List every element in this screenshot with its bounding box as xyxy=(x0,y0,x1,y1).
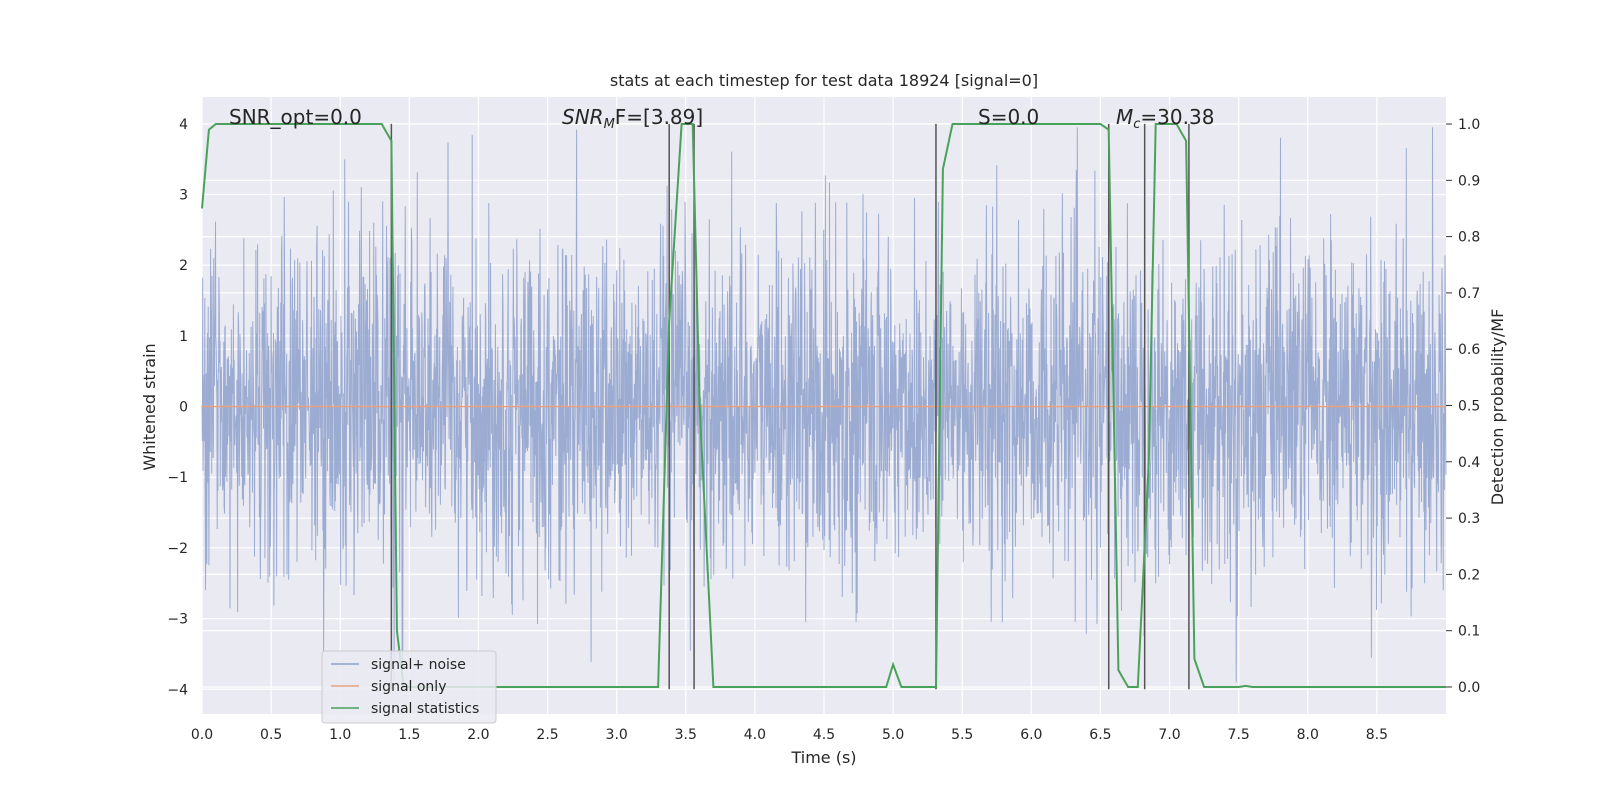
x-tick-label: 2.0 xyxy=(467,727,489,743)
x-tick-label: 0.0 xyxy=(191,727,213,743)
x-tick-label: 7.0 xyxy=(1158,727,1180,743)
y-left-tick-label: 3 xyxy=(179,188,188,204)
x-tick-label: 1.0 xyxy=(329,727,351,743)
y-right-tick-label: 0.5 xyxy=(1458,399,1480,415)
chart-title: stats at each timestep for test data 189… xyxy=(610,71,1038,90)
x-tick-label: 6.5 xyxy=(1089,727,1111,743)
x-tick-label: 0.5 xyxy=(260,727,282,743)
y-right-tick-label: 0.6 xyxy=(1458,342,1480,358)
y-left-axis-label: Whitened strain xyxy=(140,343,159,470)
x-tick-label: 5.5 xyxy=(951,727,973,743)
x-tick-label: 6.0 xyxy=(1020,727,1042,743)
snr-opt-annotation: SNR_opt=0.0 xyxy=(229,105,362,129)
x-tick-label: 3.0 xyxy=(606,727,628,743)
legend-label-signal-noise: signal+ noise xyxy=(371,657,466,673)
snr-mf-annotation: SNRMF=[3.89] xyxy=(562,105,703,132)
chirp-mass-subscript: c xyxy=(1133,117,1140,132)
y-right-tick-label: 0.2 xyxy=(1458,567,1480,583)
x-tick-label: 8.0 xyxy=(1297,727,1319,743)
y-left-tick-label: 2 xyxy=(179,258,188,274)
chirp-mass-annotation: Mc=30.38 xyxy=(1116,105,1214,132)
y-right-tick-label: 0.0 xyxy=(1458,680,1480,696)
y-right-tick-label: 0.4 xyxy=(1458,455,1480,471)
chirp-mass-symbol: M xyxy=(1116,105,1133,129)
x-tick-label: 3.5 xyxy=(675,727,697,743)
y-left-tick-label: 1 xyxy=(179,329,188,345)
y-right-tick-label: 0.1 xyxy=(1458,624,1480,640)
signal-noise-series xyxy=(201,127,1447,683)
y-left-tick-label: −3 xyxy=(167,612,188,628)
y-left-tick-label: −2 xyxy=(167,541,188,557)
x-tick-label: 2.5 xyxy=(536,727,558,743)
snr-mf-subscript: M xyxy=(604,117,615,132)
x-tick-label: 5.0 xyxy=(882,727,904,743)
s-annotation: S=0.0 xyxy=(978,105,1039,129)
x-tick-label: 4.5 xyxy=(813,727,835,743)
x-tick-label: 1.5 xyxy=(398,727,420,743)
tick-labels: 0.0 0.5 1.0 1.5 2.0 2.5 3.0 3.5 4.0 4.5 5.0 5.5 6.0 6… xyxy=(167,117,1480,743)
y-right-tick-label: 0.9 xyxy=(1458,173,1480,189)
legend: signal+ noise signal only signal statist… xyxy=(321,650,497,724)
x-tick-label: 8.5 xyxy=(1366,727,1388,743)
x-axis-label: Time (s) xyxy=(790,748,856,767)
y-left-tick-label: −1 xyxy=(167,470,188,486)
signal-noise-line xyxy=(201,127,1447,683)
snr-mf-symbol: SNR xyxy=(562,105,604,129)
x-tick-label: 4.0 xyxy=(744,727,766,743)
y-right-tick-label: 0.8 xyxy=(1458,230,1480,246)
y-right-tick-label: 1.0 xyxy=(1458,117,1480,133)
legend-label-signal-statistics: signal statistics xyxy=(371,701,479,717)
y-left-tick-label: 4 xyxy=(179,117,188,133)
y-right-tick-label: 0.3 xyxy=(1458,511,1480,527)
y-left-tick-label: 0 xyxy=(179,400,188,416)
legend-box xyxy=(321,650,497,724)
x-tick-label: 7.5 xyxy=(1228,727,1250,743)
y-left-tick-label: −4 xyxy=(167,682,188,698)
y-right-tick-label: 0.7 xyxy=(1458,286,1480,302)
legend-label-signal-only: signal only xyxy=(371,679,446,695)
chirp-mass-value: =30.38 xyxy=(1140,105,1214,129)
y-right-axis-label: Detection probability/MF xyxy=(1488,309,1507,506)
snr-mf-value: F=[3.89] xyxy=(615,105,703,129)
